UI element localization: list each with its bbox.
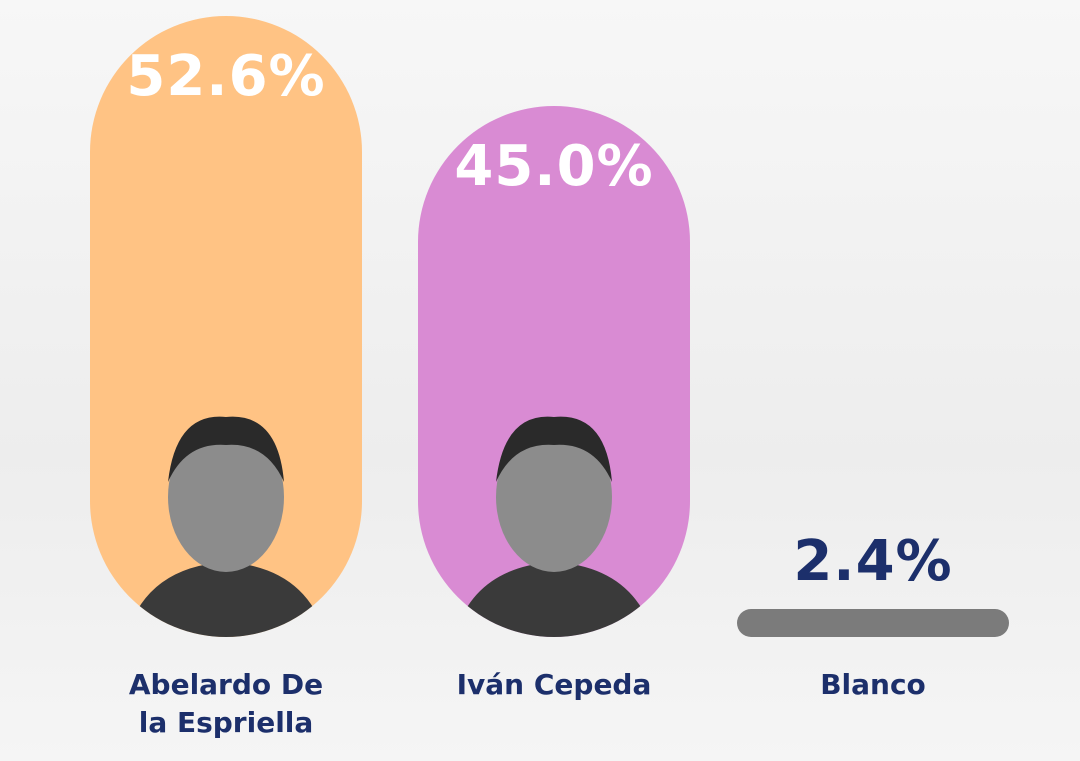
category-text: Blanco: [820, 668, 926, 701]
bar: [737, 608, 1009, 637]
value-label: 45.0%: [454, 134, 654, 199]
bar: [418, 106, 690, 637]
value-label: 2.4%: [793, 528, 953, 594]
category-label: Abelardo De la Espriella: [90, 666, 362, 742]
category-text: Abelardo De la Espriella: [128, 668, 324, 739]
category-label: Iván Cepeda: [418, 666, 690, 704]
category-text: Iván Cepeda: [456, 668, 652, 701]
category-label: Blanco: [737, 666, 1009, 704]
value-label: 52.6%: [126, 44, 326, 110]
bar: [90, 16, 362, 637]
portrait: [454, 416, 654, 637]
portrait: [126, 416, 326, 637]
